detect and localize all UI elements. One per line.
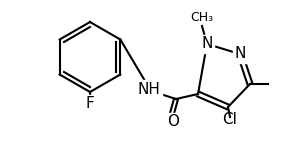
Text: N: N [201,36,213,52]
Text: O: O [167,114,179,130]
Text: F: F [86,97,94,112]
Text: NH: NH [138,81,160,97]
Text: Cl: Cl [223,112,237,126]
Text: CH₃: CH₃ [190,11,213,24]
Text: N: N [234,47,246,62]
